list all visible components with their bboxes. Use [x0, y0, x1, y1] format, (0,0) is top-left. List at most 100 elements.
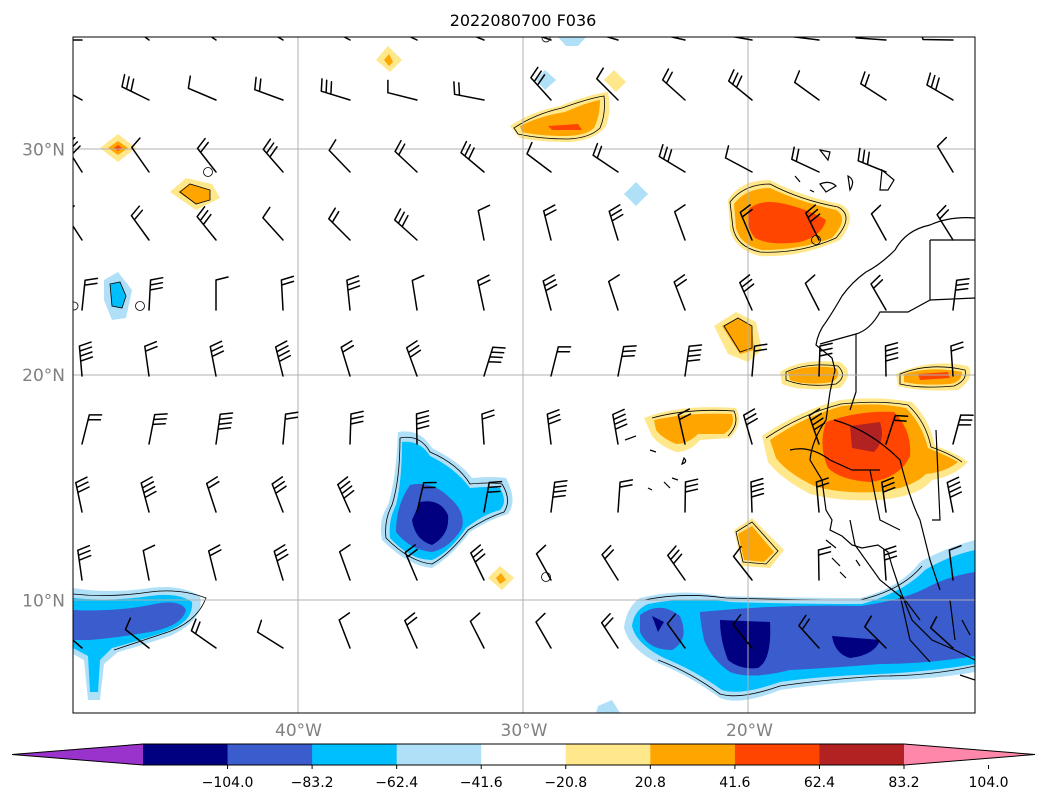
wind-barb	[540, 37, 552, 41]
wind-barb	[952, 414, 974, 445]
wind-barb	[460, 140, 485, 173]
lat-label: 30°N	[22, 141, 65, 161]
wind-barb	[320, 78, 351, 101]
wind-barb	[130, 205, 150, 241]
wind-barb	[81, 277, 99, 311]
wind-barb	[798, 614, 820, 649]
wind-barb	[751, 343, 768, 377]
wind-barb	[342, 37, 351, 41]
wind-barbs	[73, 37, 974, 649]
wind-barb	[144, 340, 158, 377]
wind-barb	[338, 544, 351, 581]
wind-barb	[596, 67, 619, 101]
wind-barb	[73, 136, 83, 173]
wind-barb	[870, 274, 887, 311]
wind-barb	[601, 544, 619, 581]
wind-barb	[608, 204, 624, 241]
lon-label: 30°W	[501, 721, 548, 741]
wind-barb	[346, 275, 361, 311]
wind-barb	[684, 344, 703, 377]
wind-barb	[75, 476, 90, 513]
map-frame	[72, 36, 976, 714]
wind-barb	[788, 37, 820, 41]
wind-barb	[415, 410, 430, 445]
wind-barb	[727, 69, 753, 101]
wind-barb	[546, 409, 561, 445]
wind-barb	[140, 476, 157, 513]
wind-barb	[404, 544, 418, 581]
wind-barb	[535, 544, 552, 581]
wind-barb	[921, 37, 954, 41]
wind-barb	[604, 37, 619, 41]
wind-barb	[405, 340, 422, 377]
contour-lines	[73, 37, 975, 697]
wind-barb	[592, 142, 619, 173]
wind-barb	[542, 274, 558, 311]
wind-barb	[210, 37, 217, 41]
wind-barb	[477, 204, 491, 241]
wind-barb	[408, 37, 418, 41]
colorbar-extend-low	[12, 744, 143, 765]
colorbar-tick-label: −20.8	[544, 775, 587, 791]
wind-barb	[453, 81, 485, 101]
wind-barb	[724, 145, 753, 173]
wind-barb	[883, 545, 898, 581]
wind-barb	[808, 408, 826, 445]
wind-barb	[677, 408, 692, 445]
colorbar-tick-label: 104.0	[969, 775, 1009, 791]
wind-barb	[870, 204, 887, 241]
wind-barb	[881, 476, 896, 513]
wind-barb	[542, 204, 557, 241]
colorbar-swatch	[819, 744, 905, 765]
chart-title: 2022080700 F036	[450, 11, 597, 30]
wind-barb	[483, 480, 503, 513]
wind-barb	[668, 37, 686, 41]
wind-barb	[271, 476, 287, 513]
wind-barb	[742, 408, 758, 445]
colorbar-swatch	[227, 744, 313, 765]
wind-barb	[78, 341, 94, 377]
wind-barb	[550, 479, 568, 513]
wind-barb	[658, 143, 686, 173]
wind-barb	[328, 207, 351, 241]
wind-barb	[280, 275, 295, 311]
wind-barb	[274, 340, 292, 377]
wind-barb	[262, 206, 284, 241]
wind-barb	[328, 139, 351, 173]
wind-barb	[855, 37, 887, 41]
wind-barb	[387, 79, 418, 101]
wind-barb	[215, 412, 234, 445]
colorbar-tick-label: 41.6	[719, 775, 750, 791]
wind-barb	[143, 37, 150, 41]
wind-barb	[550, 346, 572, 377]
wind-barb	[337, 476, 355, 513]
colorbar-swatch	[312, 744, 398, 765]
wind-barb	[73, 39, 83, 41]
wind-barb	[805, 204, 821, 241]
wind-barb	[411, 274, 425, 311]
wind-barb	[394, 139, 418, 173]
wind-barb	[885, 414, 909, 445]
wind-barb	[535, 612, 552, 649]
wind-barb	[952, 277, 970, 311]
wind-barb	[817, 546, 832, 581]
wind-barb	[338, 612, 351, 649]
wind-barb	[215, 276, 229, 311]
wind-barb	[926, 72, 954, 101]
wind-barb	[857, 147, 887, 173]
colorbar-extend-high	[904, 744, 1035, 765]
wind-barb	[804, 274, 820, 311]
wind-barb	[81, 414, 103, 445]
colorbar-tick-label: −41.6	[460, 775, 503, 791]
wind-barb	[860, 71, 887, 101]
lon-label: 20°W	[726, 721, 773, 741]
wind-barb	[481, 409, 495, 445]
wind-barb	[282, 411, 299, 445]
wind-barb	[142, 544, 156, 581]
wind-barb	[612, 408, 628, 445]
wind-barb	[884, 342, 899, 377]
wind-barb	[600, 613, 619, 649]
wind-barb	[617, 479, 634, 513]
wind-barb	[209, 340, 225, 377]
wind-barb	[393, 208, 418, 241]
